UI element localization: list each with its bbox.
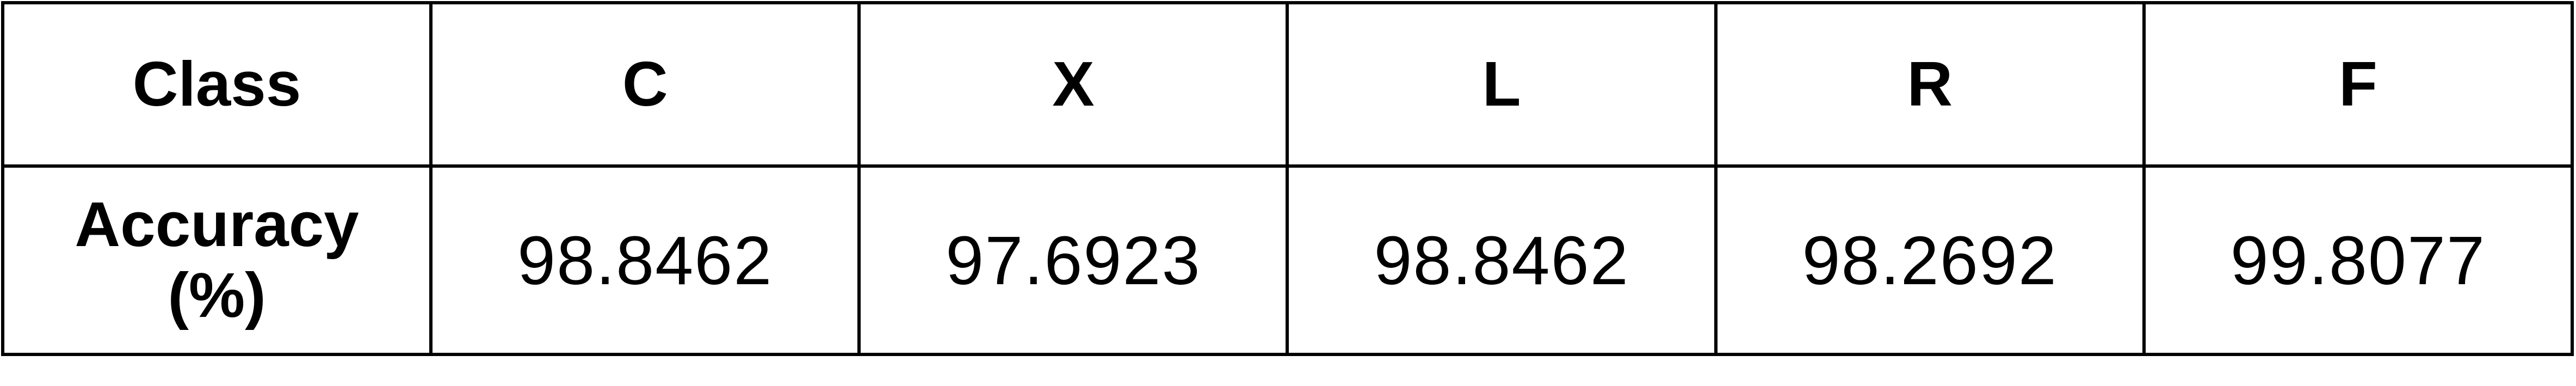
value-l: 98.8462	[1374, 222, 1629, 299]
header-x-cell: X	[857, 1, 1289, 168]
value-cell-c: 98.8462	[429, 164, 861, 356]
value-cell-x: 97.6923	[857, 164, 1289, 356]
header-class-cell: Class	[1, 1, 433, 168]
row-label-cell: Accuracy (%)	[1, 164, 433, 356]
header-r-cell: R	[1714, 1, 2146, 168]
header-f-cell: F	[2142, 1, 2574, 168]
value-cell-l: 98.8462	[1286, 164, 1718, 356]
header-l-label: L	[1482, 48, 1521, 120]
table-header-row: Class C X L R F	[1, 1, 2574, 168]
header-c-cell: C	[429, 1, 861, 168]
header-class-label: Class	[132, 48, 301, 120]
header-l-cell: L	[1286, 1, 1718, 168]
value-c: 98.8462	[517, 222, 773, 299]
value-x: 97.6923	[946, 222, 1201, 299]
value-r: 98.2692	[1802, 222, 2058, 299]
header-r-label: R	[1907, 48, 1953, 120]
header-c-label: C	[622, 48, 668, 120]
table-row-accuracy: Accuracy (%) 98.8462 97.6923 98.8462 98.…	[1, 164, 2574, 356]
value-cell-r: 98.2692	[1714, 164, 2146, 356]
accuracy-table-container: Class C X L R F Accuracy (%)	[1, 1, 2574, 356]
value-f: 99.8077	[2230, 222, 2486, 299]
row-label-percent: (%)	[168, 260, 266, 330]
header-f-label: F	[2338, 48, 2377, 120]
accuracy-table: Class C X L R F Accuracy (%)	[1, 1, 2574, 356]
row-label-accuracy: Accuracy	[75, 189, 359, 260]
value-cell-f: 99.8077	[2142, 164, 2574, 356]
header-x-label: X	[1052, 48, 1095, 120]
